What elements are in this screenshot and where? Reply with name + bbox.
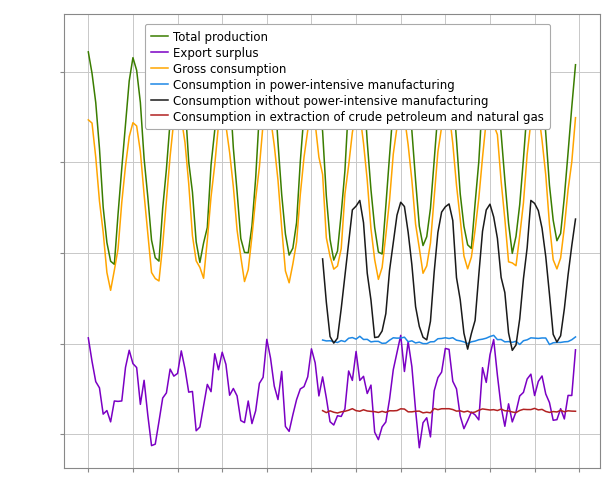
Total production: [85, 50, 92, 56]
Gross consumption: [148, 270, 155, 276]
Consumption in extraction of crude petroleum and natural gas: [475, 407, 482, 413]
Export surplus: [125, 347, 133, 353]
Export surplus: [397, 333, 404, 339]
Total production: [129, 56, 136, 61]
Line: Consumption in power-intensive manufacturing: Consumption in power-intensive manufactu…: [323, 336, 576, 345]
Total production: [111, 262, 118, 268]
Line: Consumption without power-intensive manufacturing: Consumption without power-intensive manu…: [323, 201, 576, 350]
Total production: [442, 32, 449, 38]
Export surplus: [248, 421, 256, 427]
Gross consumption: [252, 196, 259, 202]
Total production: [572, 62, 579, 68]
Gross consumption: [237, 254, 244, 260]
Gross consumption: [85, 118, 92, 123]
Total production: [148, 238, 155, 244]
Consumption in power-intensive manufacturing: [479, 337, 486, 343]
Export surplus: [482, 380, 490, 386]
Export surplus: [487, 352, 494, 358]
Consumption without power-intensive manufacturing: [479, 229, 486, 235]
Gross consumption: [107, 288, 114, 294]
Line: Consumption in extraction of crude petroleum and natural gas: Consumption in extraction of crude petro…: [323, 408, 576, 413]
Total production: [482, 63, 490, 69]
Gross consumption: [129, 121, 136, 126]
Consumption without power-intensive manufacturing: [572, 217, 579, 223]
Legend: Total production, Export surplus, Gross consumption, Consumption in power-intens: Total production, Export surplus, Gross …: [145, 25, 550, 129]
Gross consumption: [482, 118, 490, 124]
Consumption in power-intensive manufacturing: [572, 334, 579, 340]
Line: Gross consumption: Gross consumption: [88, 106, 576, 291]
Total production: [252, 176, 259, 182]
Line: Export surplus: Export surplus: [88, 336, 576, 448]
Export surplus: [416, 445, 423, 451]
Consumption in extraction of crude petroleum and natural gas: [479, 406, 486, 412]
Consumption without power-intensive manufacturing: [475, 272, 482, 278]
Consumption in power-intensive manufacturing: [475, 337, 482, 343]
Gross consumption: [308, 103, 315, 109]
Export surplus: [572, 347, 579, 353]
Gross consumption: [572, 116, 579, 122]
Line: Total production: Total production: [88, 35, 576, 265]
Gross consumption: [487, 106, 494, 112]
Export surplus: [233, 393, 241, 399]
Total production: [237, 236, 244, 242]
Total production: [487, 34, 494, 40]
Export surplus: [144, 412, 152, 418]
Consumption in extraction of crude petroleum and natural gas: [572, 408, 579, 414]
Export surplus: [85, 335, 92, 341]
